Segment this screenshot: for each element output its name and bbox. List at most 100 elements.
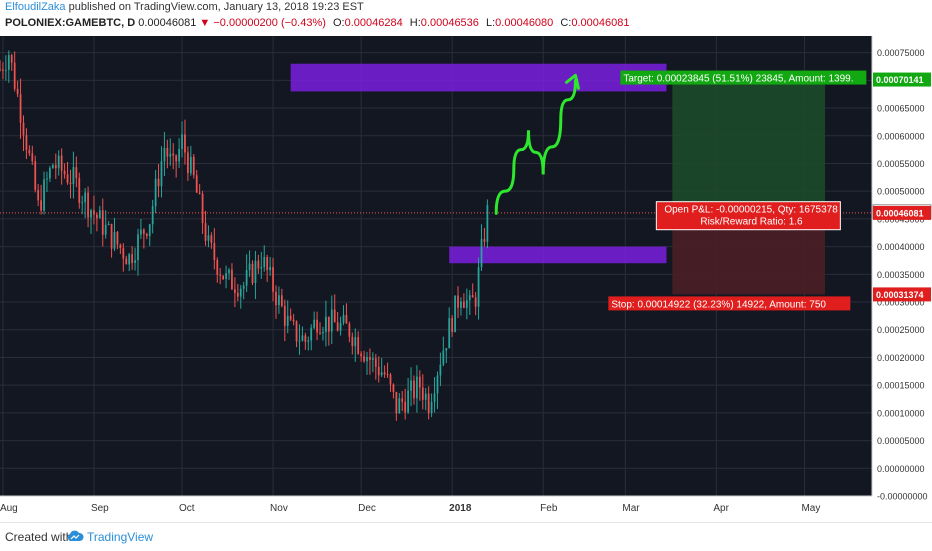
y-tick-label: 0.00025000 [877, 325, 925, 335]
candle-body [81, 202, 84, 204]
candle-body [389, 374, 392, 385]
candle-body [107, 223, 110, 225]
candle-body [201, 193, 204, 224]
x-tick-label: Mar [622, 503, 640, 514]
candle-body [275, 291, 277, 306]
candle-body [184, 134, 186, 153]
candle-body [263, 257, 266, 268]
candle-body [392, 384, 395, 392]
x-tick-label: Oct [179, 503, 195, 514]
candle-body [471, 295, 474, 298]
x-tick-label: Dec [358, 503, 376, 514]
candle-body [348, 323, 351, 337]
candle-body [313, 319, 316, 328]
x-tick-label: Feb [540, 503, 558, 514]
candle-body [225, 273, 227, 280]
candle-body [298, 340, 301, 342]
close-value: 0.00046081 [571, 17, 630, 29]
projection-arrow [494, 78, 577, 215]
candle-body [383, 372, 386, 375]
candle-body [354, 337, 357, 347]
candle-body [280, 295, 283, 306]
candle-body [416, 376, 418, 399]
candle-body [254, 260, 257, 284]
candle-body [410, 380, 412, 391]
candle-body [148, 224, 151, 236]
candle-body [239, 288, 242, 297]
low-value: 0.00046080 [495, 17, 554, 29]
chart-area[interactable]: 0.000750000.000700000.000650000.00060000… [0, 36, 932, 518]
candle-body [242, 285, 245, 289]
tradingview-brand-link[interactable]: TradingView [87, 530, 154, 544]
candle-body [236, 292, 239, 297]
candle-body [96, 214, 98, 219]
x-tick-label: May [801, 503, 820, 514]
price-label-box [873, 205, 931, 220]
candle-body [63, 170, 66, 175]
candle-body [104, 224, 107, 235]
candle-body [122, 248, 125, 259]
target-label-box [620, 70, 867, 85]
candle-body [175, 155, 178, 162]
candle-body [157, 178, 160, 187]
candle-body [421, 387, 424, 400]
candle-body [178, 149, 180, 162]
author-link[interactable]: ElfoudilZaka [5, 1, 66, 13]
candle-body [468, 295, 471, 301]
tradingview-cloud-icon[interactable] [66, 530, 84, 545]
candle-body [145, 233, 148, 236]
candle-body [22, 122, 25, 136]
candle-body [231, 269, 233, 290]
pnl-label-box [655, 201, 841, 231]
price-label-text: 0.00046081 [876, 208, 924, 218]
candle-body [113, 231, 116, 249]
candle-body [31, 153, 34, 162]
candle-body [13, 62, 16, 89]
candle-body [445, 348, 448, 351]
candle-body [93, 210, 95, 215]
candle-body [142, 229, 145, 234]
candle-body [278, 295, 280, 306]
candle-body [480, 239, 483, 268]
pnl-label-line2: Risk/Reward Ratio: 1.6 [700, 217, 803, 228]
candle-body [75, 167, 78, 178]
candle-body [192, 156, 195, 176]
candle-body [477, 267, 480, 307]
candle-body [49, 168, 51, 179]
candle-body [295, 321, 298, 342]
candle-body [110, 223, 113, 249]
candle-body [474, 297, 477, 307]
x-tick-label: 2018 [449, 503, 472, 514]
candle-body [301, 335, 304, 341]
created-with-text: Created with [5, 530, 73, 544]
candle-body [307, 340, 310, 342]
publish-info: ElfoudilZaka published on TradingView.co… [5, 1, 364, 17]
price-chart[interactable]: 0.000750000.000700000.000650000.00060000… [0, 36, 932, 518]
candle-body [345, 315, 348, 324]
candle-body [234, 289, 236, 293]
price-label-text: 0.00070141 [876, 75, 924, 85]
resistance-zone [290, 63, 667, 92]
candle-body [483, 239, 486, 242]
candle-body [228, 269, 230, 274]
low-label: L: [485, 17, 496, 29]
candle-body [316, 319, 318, 333]
candle-body [195, 175, 198, 193]
x-tick-label: Nov [270, 503, 288, 514]
candle-body [325, 316, 327, 332]
symbol-name: POLONIEX:GAMEBTC, D [5, 17, 136, 29]
candle-body [457, 295, 459, 308]
y-tick-label: 0.00020000 [877, 353, 925, 363]
target-zone [672, 79, 826, 212]
candle-body [69, 182, 72, 185]
candle-body [430, 402, 433, 414]
y-tick-label: 0.00065000 [877, 104, 925, 114]
candle-body [266, 257, 269, 271]
candle-body [269, 267, 271, 271]
candle-body [216, 259, 219, 275]
candle-body [327, 316, 330, 332]
candle-body [34, 161, 37, 190]
candle-body [386, 374, 389, 376]
candle-body [125, 258, 128, 265]
candle-body [66, 174, 69, 183]
